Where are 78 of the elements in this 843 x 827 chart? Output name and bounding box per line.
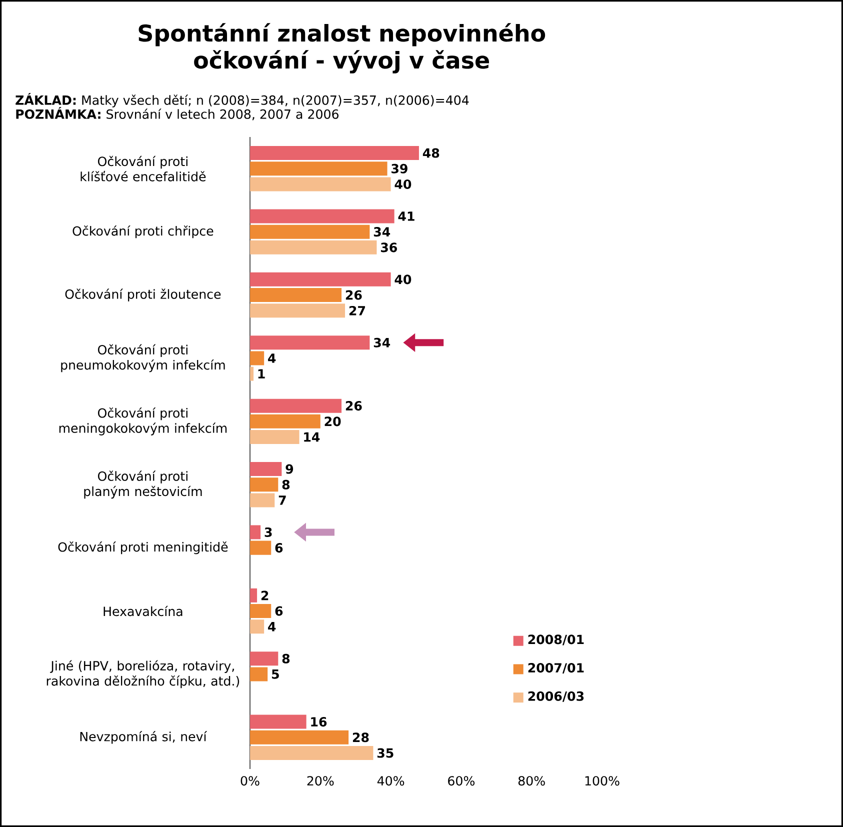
data-label: 40 [394, 274, 412, 284]
legend-label: 2008/01 [528, 634, 584, 646]
data-label: 8 [282, 480, 290, 490]
bar [250, 288, 342, 302]
data-label: 5 [272, 670, 279, 679]
bar [250, 240, 377, 254]
bar [250, 714, 306, 729]
bar [250, 162, 388, 176]
bar [250, 652, 278, 666]
x-tick-label: 40% [377, 776, 404, 786]
data-label: 48 [422, 148, 440, 158]
data-label: 7 [278, 496, 286, 505]
bar [250, 478, 278, 492]
legend-label: 2006/03 [528, 691, 584, 702]
data-label: 41 [398, 212, 414, 221]
x-tick-label: 20% [307, 776, 334, 786]
y-tick-label: Jiné (HPV, borelióza, rotaviry, rakovina děložního čípku, atd.) [46, 660, 240, 688]
data-label: 6 [275, 606, 283, 616]
x-tick-label: 0% [240, 776, 260, 786]
bar [250, 746, 374, 760]
x-tick-label: 100% [585, 776, 620, 786]
y-tick-label: Očkování proti pneumokokovým infekcím [61, 344, 225, 372]
bar [250, 620, 264, 634]
bar [250, 462, 282, 476]
y-tick-label: Očkování proti klíšťové encefalitidě [80, 156, 206, 182]
y-tick-label: Hexavakcína [104, 606, 182, 616]
bar [250, 351, 264, 366]
y-tick-label: Nevzpomíná si, neví [80, 731, 208, 744]
data-label: 40 [394, 179, 412, 189]
bar [250, 540, 272, 555]
data-label: 2 [261, 590, 268, 600]
text: POZNÁMKA: Srovnání v letech 2008, 2007 a 2006 [16, 107, 338, 120]
bar [250, 177, 391, 192]
data-label: 27 [349, 306, 365, 316]
bar [250, 667, 268, 682]
bar [250, 493, 275, 508]
bar [250, 336, 370, 350]
data-label: 26 [346, 401, 362, 411]
data-label: 4 [268, 622, 276, 632]
bar [250, 398, 342, 413]
x-tick-label: 80% [518, 776, 545, 786]
data-label: 8 [282, 654, 290, 664]
data-label: 39 [392, 164, 408, 174]
bar [250, 366, 254, 381]
bar [250, 414, 320, 428]
bar [250, 146, 419, 160]
y-tick-label: Očkování proti žloutence [65, 288, 221, 302]
data-label: 20 [324, 416, 341, 426]
data-label: 16 [311, 717, 327, 727]
data-label: 14 [304, 432, 320, 442]
bar [250, 209, 394, 224]
data-label: 6 [275, 543, 283, 553]
data-label: 34 [374, 338, 390, 348]
data-label: 28 [352, 732, 369, 742]
y-tick-label: Očkování proti meningitidě [58, 541, 228, 554]
data-label: 1 [258, 369, 265, 378]
x-tick-label: 60% [448, 776, 475, 786]
data-label: 4 [268, 354, 276, 363]
data-label: 9 [286, 464, 294, 474]
data-label: 35 [377, 748, 394, 758]
data-label: 26 [346, 290, 362, 300]
bar [250, 604, 272, 618]
bar [250, 272, 391, 286]
y-tick-label: Očkování proti meningokokovým infekcím [59, 407, 227, 436]
y-tick-label: Očkování proti planým neštovicím [84, 470, 202, 499]
bar [250, 730, 349, 744]
bar [250, 588, 258, 602]
y-tick-label: Očkování proti chřipce [72, 225, 214, 238]
chart-title: Spontánní znalost nepovinného očkování - vývoj v čase [138, 23, 546, 74]
data-label: 34 [374, 227, 390, 237]
chart-subtitle: ZÁKLAD: Matky všech dětí; n (2008)=384, n(2007)=357, n(2006)=404 [16, 93, 469, 108]
data-label: 36 [380, 242, 397, 252]
bar [250, 430, 300, 444]
legend-label: 2007/01 [528, 663, 584, 674]
bar [250, 304, 346, 318]
bar [250, 224, 370, 239]
bar [250, 525, 261, 540]
data-label: 3 [264, 527, 272, 537]
